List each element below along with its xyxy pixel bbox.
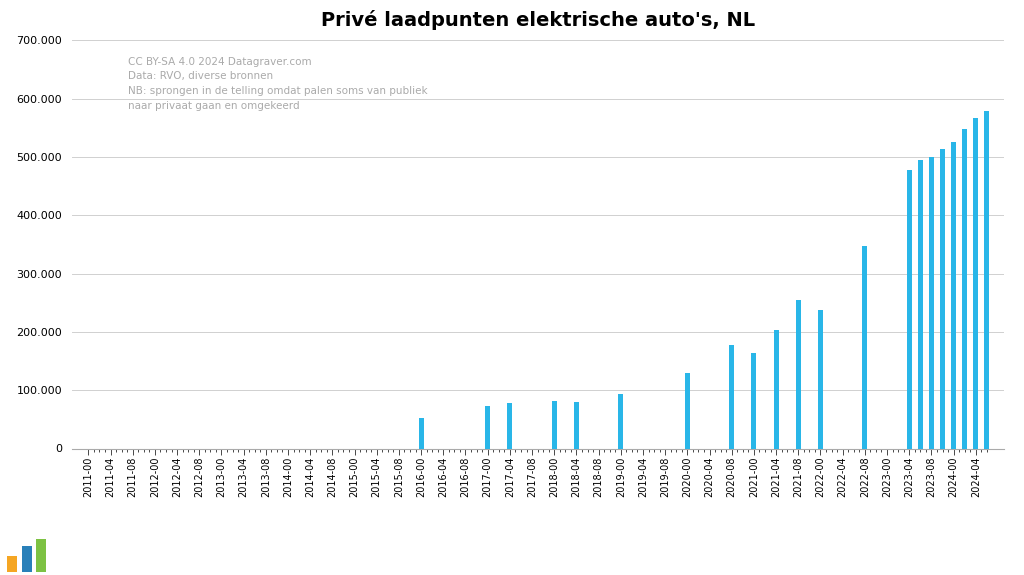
Bar	[685, 373, 690, 448]
Bar	[963, 129, 968, 449]
Bar	[618, 394, 624, 449]
Bar	[984, 112, 989, 449]
Text: CC BY-SA 4.0 2024 Datagraver.com
Data: RVO, diverse bronnen
NB: sprongen in de t: CC BY-SA 4.0 2024 Datagraver.com Data: R…	[128, 56, 427, 111]
Bar	[940, 150, 945, 448]
Bar	[7, 555, 17, 572]
Bar	[973, 118, 978, 448]
Bar	[419, 418, 424, 448]
Bar	[818, 310, 823, 448]
Bar	[752, 354, 757, 448]
Bar	[862, 246, 867, 448]
Bar	[951, 142, 956, 448]
Bar	[36, 539, 46, 572]
Title: Privé laadpunten elektrische auto's, NL: Privé laadpunten elektrische auto's, NL	[321, 10, 755, 30]
Bar	[796, 300, 801, 448]
Bar	[552, 401, 557, 448]
Bar	[773, 329, 778, 448]
Bar	[918, 160, 923, 448]
Bar	[507, 403, 512, 448]
Bar	[906, 170, 911, 448]
Bar	[573, 402, 579, 448]
Bar	[485, 406, 490, 448]
Bar	[729, 344, 734, 449]
Bar	[929, 157, 934, 448]
Bar	[22, 546, 32, 572]
